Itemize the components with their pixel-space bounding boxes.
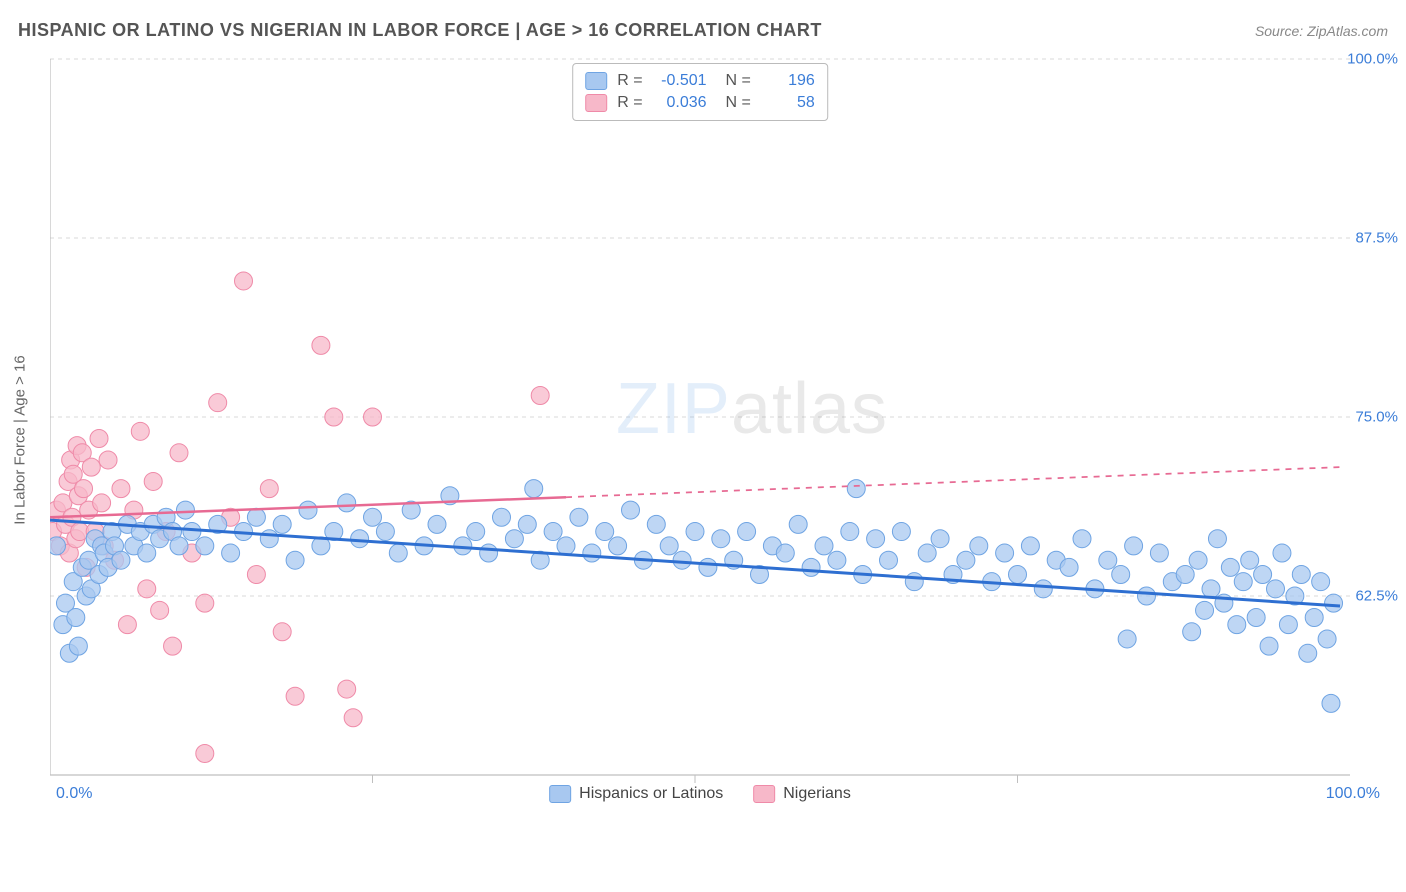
y-tick-label: 75.0% — [1355, 409, 1398, 426]
stats-legend: R = -0.501 N = 196 R = 0.036 N = 58 — [572, 63, 828, 121]
swatch-icon — [753, 785, 775, 803]
chart-area: In Labor Force | Age > 16 R = -0.501 N =… — [50, 55, 1350, 825]
x-axis-min-label: 0.0% — [56, 785, 92, 803]
bottom-legend: Hispanics or Latinos Nigerians — [549, 785, 851, 803]
x-axis-max-label: 100.0% — [1326, 785, 1380, 803]
stats-row: R = -0.501 N = 196 — [585, 70, 815, 92]
stat-n-value: 58 — [761, 94, 815, 112]
chart-title: HISPANIC OR LATINO VS NIGERIAN IN LABOR … — [18, 20, 822, 41]
source-attribution: Source: ZipAtlas.com — [1255, 23, 1388, 39]
legend-item: Nigerians — [753, 785, 851, 803]
swatch-icon — [585, 94, 607, 112]
y-tick-label: 100.0% — [1347, 51, 1398, 68]
stats-row: R = 0.036 N = 58 — [585, 92, 815, 114]
swatch-icon — [549, 785, 571, 803]
legend-item: Hispanics or Latinos — [549, 785, 723, 803]
y-tick-label: 87.5% — [1355, 230, 1398, 247]
stat-n-value: 196 — [761, 72, 815, 90]
y-axis-label: In Labor Force | Age > 16 — [12, 355, 29, 524]
stat-n-label: N = — [717, 72, 751, 90]
stat-n-label: N = — [717, 94, 751, 112]
y-tick-label: 62.5% — [1355, 588, 1398, 605]
scatter-plot — [50, 55, 1350, 825]
legend-label: Nigerians — [783, 785, 851, 803]
chart-header: HISPANIC OR LATINO VS NIGERIAN IN LABOR … — [18, 20, 1388, 41]
stat-r-label: R = — [617, 94, 642, 112]
swatch-icon — [585, 72, 607, 90]
stat-r-value: -0.501 — [653, 72, 707, 90]
stat-r-label: R = — [617, 72, 642, 90]
stat-r-value: 0.036 — [653, 94, 707, 112]
legend-label: Hispanics or Latinos — [579, 785, 723, 803]
